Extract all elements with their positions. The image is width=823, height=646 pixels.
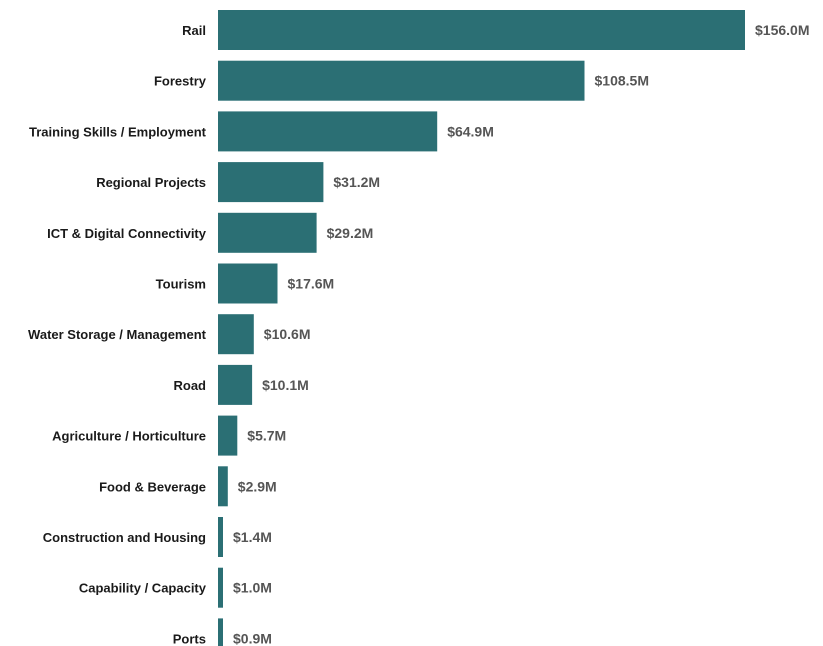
value-labels-group: $156.0M $108.5M $64.9M $31.2M $29.2M $17.6M $1…	[233, 22, 809, 646]
category-label-7: Road	[174, 378, 207, 393]
category-label-3: Regional Projects	[96, 175, 206, 190]
bars-group	[218, 10, 745, 646]
value-label-1: $108.5M	[595, 73, 649, 89]
value-label-9: $2.9M	[238, 478, 277, 494]
value-label-5: $17.6M	[288, 276, 335, 292]
value-label-12: $0.9M	[233, 630, 272, 646]
value-label-3: $31.2M	[333, 174, 380, 190]
bar-3	[218, 162, 324, 203]
category-label-9: Food & Beverage	[99, 479, 206, 494]
bar-10	[218, 517, 223, 557]
category-label-11: Capability / Capacity	[79, 581, 207, 596]
category-label-6: Water Storage / Management	[28, 327, 207, 342]
category-label-8: Agriculture / Horticulture	[52, 429, 206, 444]
bar-11	[218, 567, 223, 608]
category-label-10: Construction and Housing	[43, 530, 206, 545]
category-labels-group: Rail Forestry Training Skills / Employment…	[28, 23, 207, 646]
bar-12	[218, 618, 223, 646]
value-label-0: $156.0M	[755, 22, 809, 38]
bar-9	[218, 466, 228, 507]
category-label-0: Rail	[182, 23, 206, 38]
category-label-5: Tourism	[156, 277, 206, 292]
value-label-6: $10.6M	[264, 326, 311, 342]
bar-5	[218, 263, 278, 304]
value-label-8: $5.7M	[247, 428, 286, 444]
bar-1	[218, 60, 585, 101]
value-label-10: $1.4M	[233, 529, 272, 545]
bar-6	[218, 314, 254, 355]
bar-7	[218, 364, 253, 405]
category-label-2: Training Skills / Employment	[29, 124, 207, 139]
value-label-11: $1.0M	[233, 580, 272, 596]
category-label-1: Forestry	[154, 74, 207, 89]
value-label-4: $29.2M	[327, 225, 374, 241]
category-label-4: ICT & Digital Connectivity	[47, 226, 207, 241]
bar-0	[218, 10, 745, 50]
value-label-7: $10.1M	[262, 377, 309, 393]
bar-8	[218, 415, 238, 456]
category-label-12: Ports	[173, 631, 206, 646]
value-label-2: $64.9M	[447, 123, 494, 139]
bar-4	[218, 212, 317, 253]
bar-2	[218, 111, 438, 152]
